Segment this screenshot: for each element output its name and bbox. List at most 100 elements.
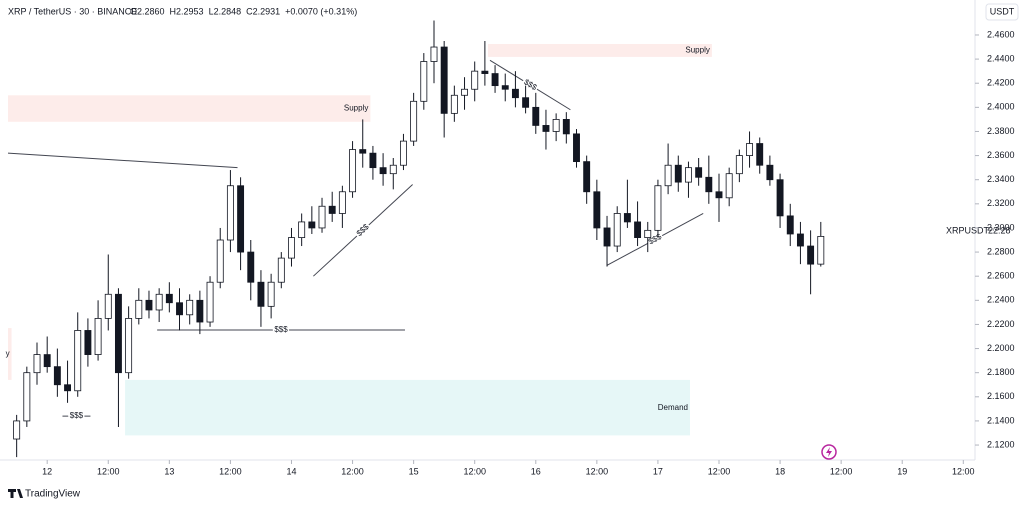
x-tick-label: 12:00 (341, 466, 364, 476)
candle-body (623, 213, 631, 223)
x-tick-label: 12:00 (830, 466, 853, 476)
candle-body (216, 239, 224, 283)
candle-body (74, 330, 82, 392)
candle-body (511, 88, 519, 99)
candle-body (461, 88, 468, 96)
y-tick-label: 2.2800 (987, 246, 1015, 256)
candle-body (349, 149, 357, 193)
x-tick-label: 16 (531, 466, 541, 476)
x-tick-label: 18 (775, 466, 785, 476)
y-tick-label: 2.2000 (987, 343, 1015, 353)
zone (487, 44, 712, 57)
candle-body (114, 293, 122, 374)
x-tick-label: 19 (897, 466, 907, 476)
candle-body (583, 161, 591, 193)
header-ohlc-value: C2.2931 (246, 6, 280, 16)
symbol-label: XRPUSDT (946, 225, 990, 235)
candle-body (593, 191, 601, 229)
candle-body (176, 302, 183, 316)
alert-bolt (826, 447, 832, 457)
y-tick-label: 2.4200 (987, 78, 1015, 88)
candle-body (491, 73, 499, 87)
header-ohlc: O2.2860 H2.2953 L2.2848 C2.2931 +0.0070 (+0.… (130, 6, 357, 16)
x-tick-label: 12:00 (463, 466, 486, 476)
candle-body (674, 164, 682, 183)
candle-body (603, 227, 611, 247)
y-tick-label: 2.1200 (987, 439, 1015, 449)
candle-body (552, 119, 560, 132)
candle-body (399, 140, 407, 166)
x-tick-label: 12:00 (952, 466, 975, 476)
candle-body (501, 85, 509, 90)
x-tick-label: 15 (409, 466, 419, 476)
countdown: 22:28 (988, 225, 1011, 235)
candle-body (84, 330, 92, 355)
x-tick-label: 12:00 (97, 466, 120, 476)
candle-body (165, 293, 173, 304)
candle-body (196, 299, 204, 323)
candle-body (746, 143, 753, 156)
candle-body (145, 299, 153, 311)
candle-body (440, 46, 448, 114)
brand-name: TradingView (25, 489, 81, 500)
candle-body (257, 281, 265, 307)
y-tick-label: 2.3400 (987, 174, 1015, 184)
candle-body (13, 420, 21, 440)
candle-body (64, 384, 72, 392)
candle-body (481, 70, 489, 74)
currency-box[interactable] (985, 3, 1019, 21)
candle-body (288, 237, 295, 259)
candle-body (664, 164, 672, 187)
candle-body (53, 366, 61, 386)
candle-body (634, 221, 642, 238)
candle-body (389, 164, 397, 175)
candle-body (135, 299, 143, 319)
candle-body (705, 176, 713, 193)
candle-body (725, 173, 733, 199)
candle-body (562, 119, 570, 135)
y-tick-label: 2.1600 (987, 391, 1015, 401)
y-tick-label: 2.3800 (987, 126, 1015, 136)
y-tick-label: 2.2200 (987, 319, 1015, 329)
y-tick-label: 2.4000 (987, 102, 1015, 112)
x-tick-label: 12:00 (708, 466, 731, 476)
candle-body (247, 251, 255, 283)
y-tick-label: 2.3000 (987, 222, 1015, 232)
y-tick-label: 2.1800 (987, 367, 1015, 377)
x-tick-label: 12:00 (219, 466, 242, 476)
candle-body (23, 372, 31, 422)
header-ohlc-value: O2.2860 (130, 6, 165, 16)
candle-body (613, 213, 621, 247)
x-tick-label: 12 (42, 466, 52, 476)
candle-body (267, 281, 275, 307)
candle-body (807, 245, 815, 265)
candle-body (379, 167, 387, 175)
candle-body (522, 97, 530, 108)
y-tick-label: 2.2400 (987, 295, 1015, 305)
candle-body (542, 125, 550, 132)
x-tick-label: 17 (653, 466, 663, 476)
candle-body (43, 354, 51, 368)
y-tick-label: 2.3600 (987, 150, 1015, 160)
y-tick-label: 2.4400 (987, 53, 1015, 63)
candle-body (817, 235, 825, 265)
y-tick-label: 2.4600 (987, 29, 1015, 39)
candle-body (298, 221, 306, 238)
trend-line (313, 184, 413, 277)
header-ohlc-value: +0.0070 (+0.31%) (285, 6, 357, 16)
candle-body (277, 257, 285, 283)
candle-body (308, 221, 316, 229)
candle-body (796, 233, 804, 247)
candle-body (471, 70, 479, 90)
currency[interactable]: USDT (990, 6, 1015, 16)
x-tick-label: 12:00 (586, 466, 609, 476)
candle-body (186, 299, 194, 316)
candle-body (328, 205, 336, 214)
symbol-title: XRP / TetherUS · 30 · BINANCE (8, 6, 137, 16)
candle-body (654, 185, 662, 231)
header-ohlc-value: H2.2953 (170, 6, 204, 16)
zone (8, 328, 12, 380)
candle-body (685, 167, 692, 183)
trend-label: $$$ (70, 411, 84, 420)
